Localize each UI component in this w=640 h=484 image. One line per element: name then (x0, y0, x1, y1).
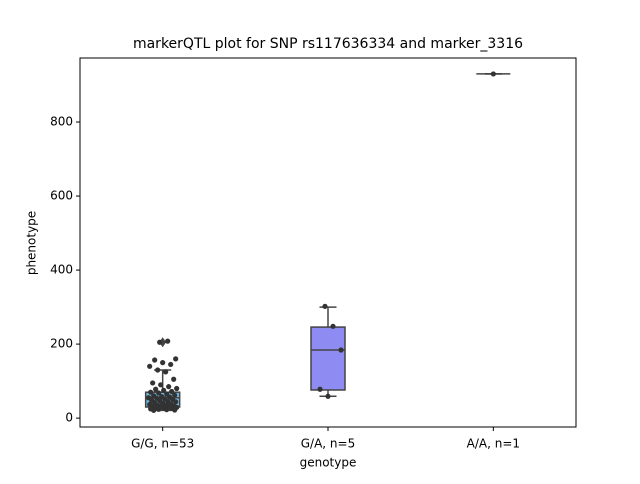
y-tick-label: 200 (50, 337, 73, 351)
strip-point (148, 389, 154, 395)
strip-point (167, 402, 173, 408)
x-axis-label: genotype (300, 456, 357, 470)
strip-point (322, 303, 328, 309)
chart-title: markerQTL plot for SNP rs117636334 and m… (133, 36, 523, 52)
strip-point (172, 407, 178, 413)
strip-point (172, 392, 178, 398)
strip-point (164, 407, 170, 413)
strip-point (159, 404, 165, 410)
strip-point (166, 384, 172, 390)
strip-point (156, 390, 162, 396)
strip-point (163, 369, 169, 375)
strip-point (165, 338, 171, 344)
strip-point (150, 380, 156, 386)
strip-point (317, 386, 323, 392)
strip-point (147, 363, 153, 369)
y-tick-label: 400 (50, 263, 73, 277)
x-tick-label: A/A, n=1 (467, 437, 520, 451)
box (310, 326, 346, 391)
strip-point (169, 388, 175, 395)
strip-point (173, 399, 179, 405)
y-tick-label: 800 (50, 115, 73, 129)
strip-point (160, 360, 166, 366)
y-tick-label: 600 (50, 189, 73, 203)
y-axis-label: phenotype (25, 211, 39, 275)
strip-point (330, 323, 336, 329)
y-tick-label: 0 (65, 411, 73, 425)
strip-point (338, 347, 344, 353)
strip-point (153, 386, 159, 392)
strip-point (325, 393, 331, 399)
strip-point (158, 382, 164, 388)
strip-point (161, 387, 167, 393)
strip-point (152, 357, 158, 363)
x-tick-label: G/G, n=53 (131, 437, 194, 451)
strip-point (174, 385, 180, 392)
strip-point (171, 376, 177, 382)
flier (159, 337, 167, 348)
strip-point (151, 407, 157, 413)
strip-point (168, 361, 174, 368)
strip-point (490, 71, 496, 77)
strip-point (157, 339, 163, 345)
strip-point (173, 356, 179, 362)
x-tick-label: G/A, n=5 (301, 437, 355, 451)
strip-point (155, 367, 161, 373)
